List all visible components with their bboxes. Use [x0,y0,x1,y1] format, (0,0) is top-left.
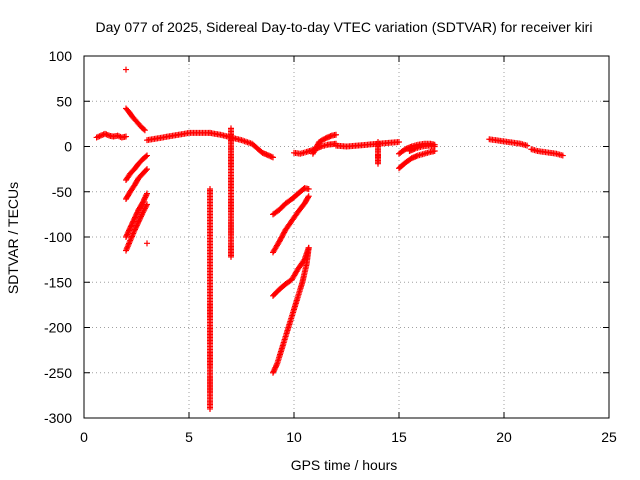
x-axis-title: GPS time / hours [291,457,398,473]
data-point-marker [144,190,150,197]
y-axis-title: SDTVAR / TECUs [5,182,21,294]
axis-ticks: 0 5 10 15 20 25 100 50 0 -50 -100 -150 -200 -250 -300 [44,48,617,445]
data-point-marker [305,244,312,251]
y-tick-label: -300 [44,410,72,426]
data-point-marker [140,126,147,133]
series-seg-steep-d [270,244,312,376]
y-tick-label: -100 [44,229,72,245]
y-tick-label: -50 [52,184,72,200]
y-tick-label: -200 [44,320,72,336]
series-seg-scatter-14h [375,138,381,167]
data-point-marker [104,132,111,139]
x-tick-label: 15 [391,429,407,445]
plot-frame [83,55,610,419]
y-tick-label: 0 [64,139,72,155]
data-points [93,66,566,412]
y-tick-label: 100 [49,48,73,64]
data-point-marker [375,138,381,145]
series-seg-evening-c [406,142,438,155]
data-point-marker [144,201,150,208]
data-point-marker [559,152,566,159]
data-point-marker [431,143,438,150]
series-seg-rising-c [123,190,150,240]
series-seg-scatter-7h [228,125,234,260]
data-point-marker [142,153,149,160]
x-tick-label: 20 [496,429,512,445]
series-seg-rise-11h-b [312,140,339,153]
series-seg-rising-b [123,166,150,202]
x-tick-label: 5 [185,429,193,445]
series-seg-midday-decline [207,129,276,161]
data-point-marker [144,240,150,247]
data-point-marker [143,202,150,209]
data-point-marker [116,133,122,140]
x-tick-label: 0 [80,429,88,445]
data-point-marker [270,154,276,161]
data-point-marker [123,133,129,140]
data-point-marker [144,152,150,159]
series-seg-flat-12-15h [333,138,402,150]
data-point-marker [305,186,312,193]
series-seg-early-flat [93,130,129,141]
data-point-marker [333,131,339,138]
series-seg-rising-d [123,201,150,254]
series-seg-late-b [528,146,566,159]
data-point-marker [228,253,234,260]
data-point-marker [305,194,311,201]
data-point-marker [123,66,129,73]
y-tick-label: -250 [44,365,72,381]
grid-lines [84,56,609,418]
series-seg-descending-high [123,105,148,134]
series-seg-rising-a [123,152,150,183]
series-seg-steep-b [270,193,312,256]
series-seg-evening-a [396,148,438,172]
chart-title: Day 077 of 2025, Sidereal Day-to-day VTE… [96,19,593,35]
series-seg-outlier-3h [144,240,150,247]
data-point-marker [207,405,213,412]
series-seg-spike [123,66,129,73]
x-tick-label: 25 [601,429,617,445]
series-seg-midday-rise [144,129,213,144]
series-seg-late-a [486,136,531,149]
data-point-marker [305,193,312,200]
series-seg-scatter-6h [207,186,213,412]
data-point-marker [97,132,104,139]
data-point-marker [142,167,149,174]
y-tick-label: -150 [44,274,72,290]
y-tick-label: 50 [56,93,72,109]
series-seg-steep-a [270,185,312,218]
data-point-marker [396,138,402,145]
x-tick-label: 10 [286,429,302,445]
data-point-marker [144,166,150,173]
data-point-marker [141,127,148,134]
data-point-marker [524,142,531,149]
